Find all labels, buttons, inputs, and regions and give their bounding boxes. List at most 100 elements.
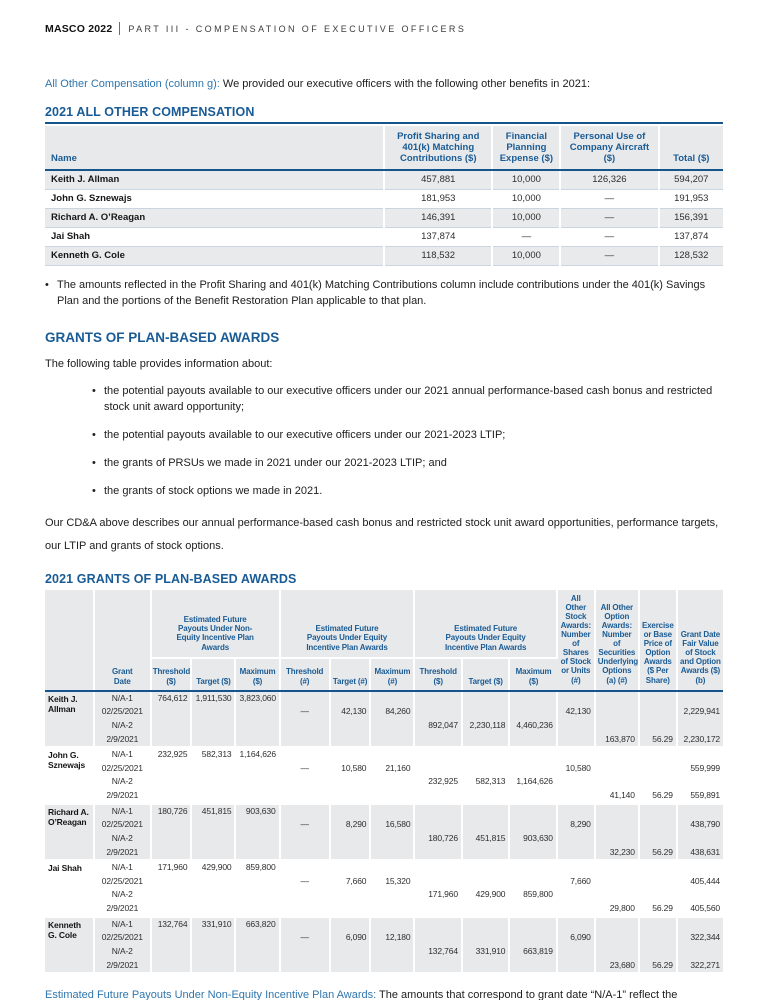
neq-target-cell: 582,313	[191, 746, 237, 762]
sub-header-target-usd: Target ($)	[191, 657, 237, 692]
fair-value-cell: 405,560	[690, 903, 720, 914]
empty-cell	[638, 775, 678, 790]
empty-cell	[414, 931, 463, 945]
grant-row-annual-cash: John G. Sznewajs N/A-1 232,925 582,313 1…	[45, 746, 723, 804]
empty-cell	[191, 902, 237, 917]
intro-text: We provided our executive officers with …	[219, 78, 590, 90]
neq-target-cell: 1,911,530	[191, 690, 237, 706]
col-header-grant-date: Grant Date	[93, 589, 152, 692]
eq-maximum-usd-cell: 903,630	[509, 831, 558, 846]
grant-row-ltip: N/A-2 180,726 451,815 903,630	[45, 831, 723, 846]
empty-cell	[556, 690, 596, 706]
empty-cell	[235, 831, 281, 846]
empty-cell	[638, 915, 678, 932]
empty-cell	[414, 874, 463, 889]
stock-awards-cell: 10,580	[556, 761, 596, 776]
neq-threshold-cell: 764,612	[150, 690, 193, 706]
empty-cell	[414, 705, 463, 719]
bullet-item: • the grants of stock options we made in …	[92, 484, 723, 500]
empty-cell	[638, 761, 678, 776]
empty-cell	[235, 874, 281, 889]
empty-cell	[150, 888, 193, 903]
empty-cell	[594, 746, 640, 762]
empty-cell	[414, 746, 463, 762]
neq-target-cell: 451,815	[191, 802, 237, 819]
eq-threshold-units-cell: —	[279, 931, 331, 945]
grant-date-cell: N/A-2	[93, 944, 152, 959]
empty-cell	[414, 818, 463, 832]
neq-target-cell: 331,910	[191, 915, 237, 932]
grant-row-ltip: N/A-2 132,764 331,910 663,819	[45, 944, 723, 959]
empty-cell	[370, 775, 416, 790]
empty-cell	[150, 718, 193, 733]
empty-cell	[509, 874, 558, 889]
empty-cell	[191, 761, 237, 776]
grant-date-cell: 02/25/2021	[93, 931, 152, 945]
empty-cell	[638, 690, 678, 706]
sub-header-target-usd2: Target ($)	[461, 657, 511, 692]
eq-target-units-cell: 6,090	[329, 931, 372, 945]
eq-threshold-usd-cell: 132,764	[414, 944, 463, 959]
stock-awards-cell: 7,660	[556, 874, 596, 889]
grant-date-cell: 02/25/2021	[93, 705, 152, 719]
neq-maximum-cell: 3,823,060	[235, 690, 281, 706]
empty-cell	[329, 775, 372, 790]
total-cell: 156,391	[658, 208, 723, 229]
fair-value-cell: 2,230,172	[676, 732, 723, 748]
empty-cell	[370, 831, 416, 846]
empty-cell	[150, 789, 193, 804]
sub-header-target-num: Target (#)	[329, 657, 372, 692]
bullet-item: • the potential payouts available to our …	[92, 384, 723, 416]
table-row: John G. Sznewajs 181,953 10,000 — 191,95…	[45, 189, 723, 210]
profit-sharing-cell: 181,953	[384, 189, 494, 210]
empty-cell	[414, 859, 463, 875]
empty-cell	[461, 732, 511, 748]
aircraft-cell: —	[560, 246, 660, 267]
empty-cell	[235, 761, 281, 776]
empty-cell	[594, 859, 640, 875]
empty-cell	[414, 761, 463, 776]
empty-cell	[235, 775, 281, 790]
empty-cell	[370, 718, 416, 733]
empty-cell	[191, 789, 237, 804]
comp-table-title: 2021 ALL OTHER COMPENSATION	[45, 105, 723, 124]
officer-name-cell: Keith J. Allman	[45, 690, 95, 748]
empty-cell	[150, 732, 193, 748]
officer-group: Kenneth G. Cole N/A-1 132,764 331,910 66…	[45, 915, 723, 973]
empty-cell	[370, 732, 416, 748]
empty-cell	[370, 915, 416, 932]
empty-cell	[638, 802, 678, 819]
empty-cell	[329, 845, 372, 861]
financial-planning-cell: 10,000	[492, 208, 562, 229]
profit-sharing-cell: 146,391	[384, 208, 494, 229]
officer-name-cell: Richard A. O’Reagan	[45, 802, 95, 861]
eq-target-usd-cell: 2,230,118	[461, 718, 511, 733]
group-header-non-equity: Estimated Future Payouts Under Non-Equit…	[150, 589, 281, 659]
empty-cell	[461, 818, 511, 832]
grant-row-ltip: N/A-2 232,925 582,313 1,164,626	[45, 775, 723, 790]
empty-cell	[594, 775, 640, 790]
empty-cell	[150, 845, 193, 861]
empty-cell	[191, 888, 237, 903]
grant-row-options: 2/9/2021 32,230 56.29 438,631	[45, 845, 723, 861]
empty-cell	[329, 915, 372, 932]
empty-cell	[370, 690, 416, 706]
empty-cell	[594, 718, 640, 733]
empty-cell	[509, 705, 558, 719]
neq-threshold-cell: 132,764	[150, 915, 193, 932]
eq-threshold-units-cell: —	[279, 874, 331, 889]
empty-cell	[638, 944, 678, 959]
empty-cell	[279, 845, 331, 861]
options-underlying-cell: 23,680	[594, 958, 640, 973]
stock-awards-cell: 8,290	[556, 818, 596, 832]
exercise-price-cell: 56.29	[638, 845, 678, 861]
fair-value-cell: 438,631	[676, 845, 723, 861]
table-row: Keith J. Allman 457,881 10,000 126,326 5…	[45, 170, 723, 191]
financial-planning-cell: 10,000	[492, 170, 562, 191]
empty-cell	[594, 931, 640, 945]
empty-cell	[191, 874, 237, 889]
bullet-text: the potential payouts available to our e…	[104, 429, 506, 442]
group-header-equity-dollars: Estimated Future Payouts Under Equity In…	[414, 589, 558, 659]
empty-cell	[329, 746, 372, 762]
bullet-text: the potential payouts available to our e…	[104, 385, 713, 414]
